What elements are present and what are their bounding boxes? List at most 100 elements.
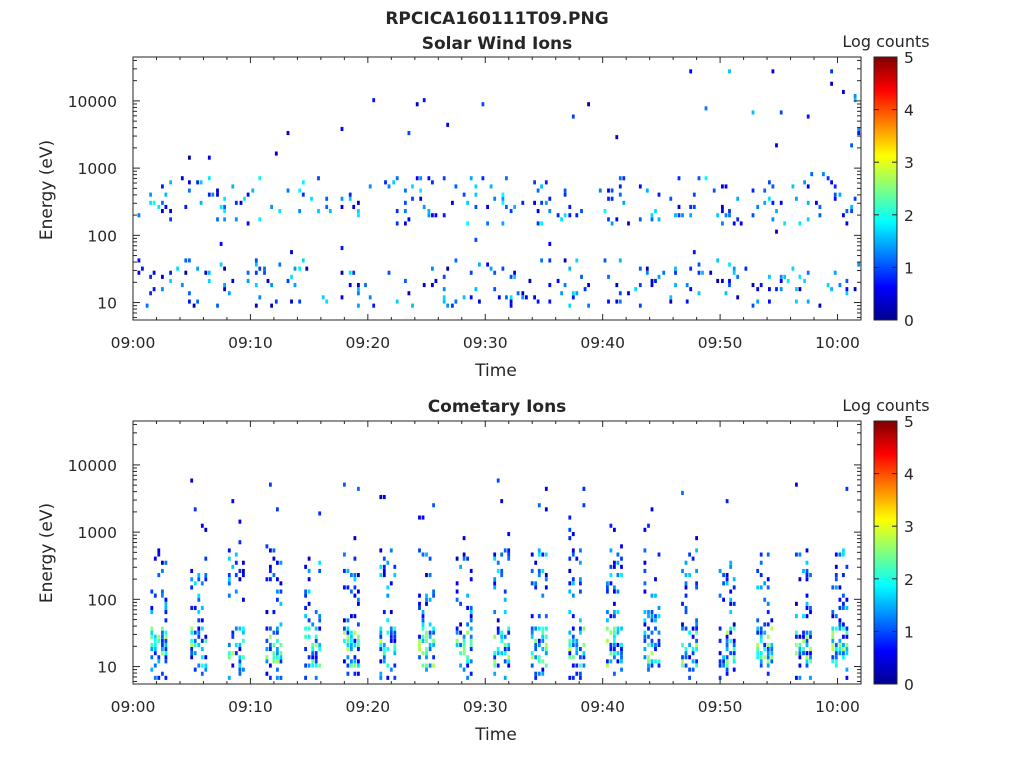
heatmap-cell (805, 659, 809, 664)
heatmap-cell (425, 601, 428, 606)
heatmap-cell (193, 581, 197, 586)
heatmap-cell (350, 573, 353, 578)
heatmap-cell (357, 638, 360, 643)
heatmap-cell (304, 589, 307, 594)
heatmap-cell (802, 647, 805, 652)
heatmap-cell (650, 659, 654, 664)
heatmap-cell (579, 647, 582, 652)
heatmap-cell (428, 556, 432, 561)
heatmap-cell (537, 638, 541, 643)
heatmap-cell (164, 630, 168, 635)
heatmap-cell (530, 614, 534, 619)
heatmap-cell (379, 573, 383, 578)
heatmap-cell (150, 667, 154, 672)
heatmap-cell (845, 642, 849, 647)
heatmap-cell (725, 630, 729, 635)
heatmap-cell (150, 634, 154, 639)
heatmap-cell (521, 295, 525, 300)
heatmap-cell (563, 213, 567, 218)
heatmap-cell (238, 663, 242, 668)
heatmap-cell (153, 651, 157, 656)
heatmap-cell (818, 303, 822, 308)
heatmap-cell (650, 663, 654, 668)
heatmap-cell (161, 630, 164, 635)
heatmap-cell (382, 495, 386, 500)
heatmap-cell (768, 180, 771, 185)
heatmap-cell (688, 630, 691, 635)
heatmap-cell (620, 651, 623, 656)
heatmap-cell (270, 303, 273, 308)
heatmap-cell (372, 303, 376, 308)
heatmap-cell (540, 184, 543, 189)
heatmap-cell (688, 573, 691, 578)
heatmap-cell (442, 274, 446, 279)
heatmap-cell (684, 626, 688, 631)
heatmap-cell (831, 638, 835, 643)
heatmap-cell (627, 221, 630, 226)
heatmap-cell (845, 287, 849, 292)
heatmap-cell (501, 221, 505, 226)
heatmap-cell (695, 630, 698, 635)
heatmap-cell (353, 659, 357, 664)
heatmap-cell (216, 188, 219, 193)
heatmap-cell (688, 552, 691, 557)
heatmap-cell (190, 651, 194, 656)
heatmap-cell (161, 287, 164, 292)
heatmap-cell (579, 618, 582, 623)
heatmap-cell (657, 642, 661, 647)
heatmap-cell (571, 114, 575, 119)
heatmap-cell (348, 196, 352, 201)
heatmap-cell (728, 262, 731, 267)
heatmap-cell (507, 663, 511, 668)
heatmap-cell (684, 593, 688, 598)
heatmap-cell (613, 642, 616, 647)
heatmap-cell (455, 630, 459, 635)
heatmap-cell (541, 659, 545, 664)
heatmap-cell (779, 110, 783, 115)
heatmap-cell (421, 663, 425, 668)
heatmap-cell (272, 642, 276, 647)
heatmap-cell (643, 622, 647, 627)
heatmap-cell (795, 630, 798, 635)
heatmap-cell (613, 610, 616, 615)
heatmap-cell (721, 204, 724, 209)
heatmap-cell (318, 647, 322, 652)
heatmap-cell (541, 626, 545, 631)
heatmap-cell (802, 651, 805, 656)
heatmap-cell (276, 626, 279, 631)
heatmap-cell (616, 642, 620, 647)
heatmap-cell (462, 638, 466, 643)
heatmap-cell (805, 634, 809, 639)
heatmap-cell (579, 581, 582, 586)
heatmap-cell (579, 589, 582, 594)
heatmap-cell (613, 671, 616, 676)
heatmap-cell (238, 659, 242, 664)
heatmap-cell (258, 217, 262, 222)
heatmap-cell (609, 647, 613, 652)
heatmap-cell (466, 200, 469, 205)
heatmap-cell (254, 258, 258, 263)
heatmap-cell (818, 204, 822, 209)
heatmap-cell (613, 638, 616, 643)
heatmap-cell (650, 278, 654, 283)
heatmap-cell (571, 634, 575, 639)
heatmap-cell (425, 647, 428, 652)
heatmap-cell (724, 184, 728, 189)
heatmap-cell (242, 655, 245, 660)
heatmap-cell (346, 568, 350, 573)
colorbar-tick-label: 1 (904, 623, 914, 641)
x-tick-label: 09:50 (698, 334, 743, 352)
heatmap-cell (425, 638, 428, 643)
heatmap-cell (493, 663, 497, 668)
heatmap-cell (579, 630, 582, 635)
heatmap-cell (544, 614, 548, 619)
heatmap-cell (838, 283, 842, 288)
heatmap-cell (534, 671, 538, 676)
heatmap-cell (613, 647, 616, 652)
heatmap-cell (541, 667, 545, 672)
heatmap-cell (845, 651, 849, 656)
heatmap-cell (432, 638, 435, 643)
heatmap-cell (718, 651, 722, 656)
heatmap-cell (304, 663, 307, 668)
heatmap-cell (231, 564, 235, 569)
